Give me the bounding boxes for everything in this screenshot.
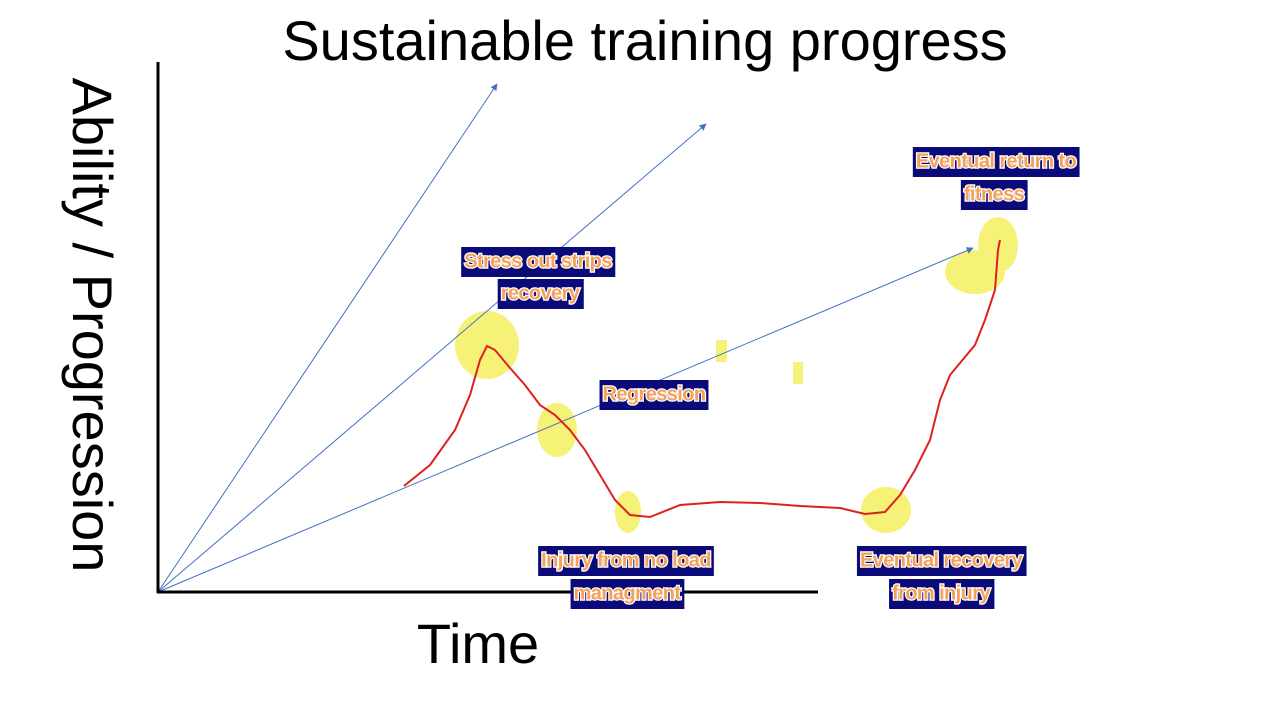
annotation-text: fitness (964, 183, 1025, 205)
annotations: Stress out strips recovery Regression Injur… (461, 147, 1080, 609)
title: Sustainable training progress (282, 9, 1007, 72)
highlight (537, 403, 577, 457)
highlight (716, 340, 727, 362)
annotation-text: recovery (501, 282, 581, 304)
label-box (538, 546, 714, 576)
annotation-text: Eventual recovery (860, 549, 1024, 571)
label-box (856, 546, 1027, 576)
label-box (960, 180, 1028, 210)
y-axis-label: Ability / Progression (61, 78, 124, 573)
highlight (793, 362, 803, 384)
annotation-text: Stress out strips (464, 250, 612, 272)
annotation-text: Regression (603, 383, 706, 405)
arrows (157, 83, 974, 593)
arrow (157, 247, 974, 593)
arrow (157, 123, 707, 593)
arrow (157, 83, 498, 593)
annotation-text: from injury (892, 582, 991, 604)
annotation-text: Eventual return to (916, 150, 1077, 172)
annotation-text: managment (574, 582, 682, 604)
label-box (889, 579, 995, 609)
label-box (570, 579, 685, 609)
label-box (912, 147, 1080, 177)
annotation-text: Injury from no load (541, 549, 711, 571)
progress-curve (403, 239, 1001, 519)
label-box (599, 380, 709, 410)
x-axis-label: Time (417, 612, 539, 675)
label-box (497, 279, 584, 309)
label-box (461, 247, 616, 277)
